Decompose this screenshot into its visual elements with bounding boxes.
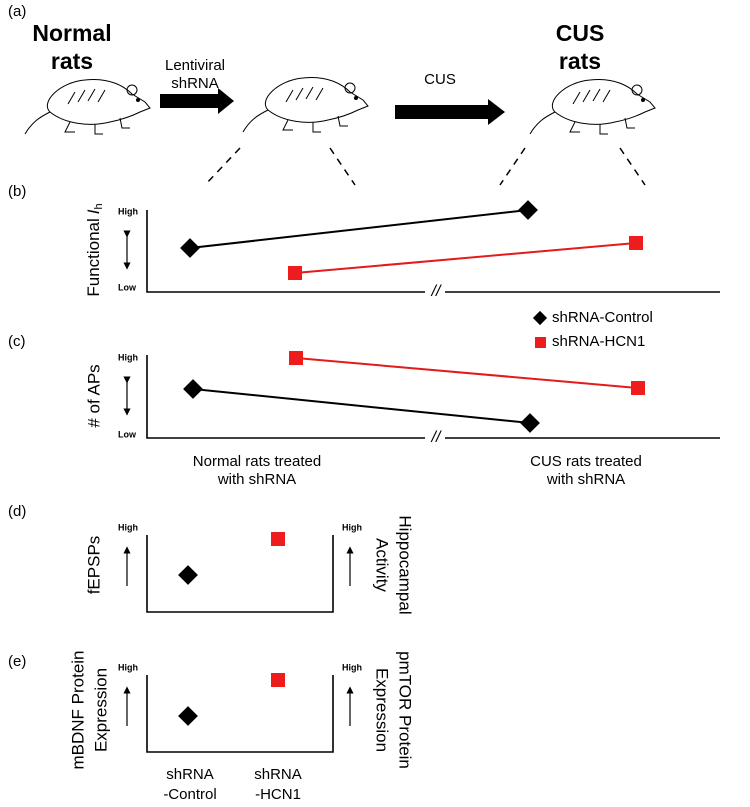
category-label: shRNA [254, 766, 302, 783]
high-label: High [342, 522, 362, 532]
x-label: with shRNA [217, 471, 296, 488]
zoom-lines [204, 147, 646, 186]
y-axis-label: # of APs [84, 364, 103, 427]
low-label: Low [118, 429, 137, 439]
hcn1-line [295, 357, 639, 389]
arrow-label: Lentiviral [165, 57, 225, 74]
y-axis-label: Expression [91, 668, 110, 752]
panel-label: (b) [8, 183, 26, 200]
square [631, 381, 645, 395]
rat-icon [242, 76, 369, 133]
y2-axis-label: Hippocampal [396, 515, 415, 614]
high-label: High [118, 522, 138, 532]
x-label: Normal rats treated [193, 453, 321, 470]
legend-label: shRNA-Control [552, 309, 653, 326]
high-label: High [118, 352, 138, 362]
y-label-italic: I [84, 209, 103, 214]
legend-label: shRNA-HCN1 [552, 333, 645, 350]
axis-break: // [431, 429, 442, 446]
panel-label: (e) [8, 653, 26, 670]
y2-axis-label: pmTOR Protein [396, 651, 415, 769]
y-axis-label: fEPSPs [84, 536, 103, 595]
low-label: Low [118, 282, 137, 292]
x-label: CUS rats treated [530, 453, 642, 470]
square [289, 351, 303, 365]
rat-icon [529, 78, 656, 135]
rat-icon [24, 78, 151, 135]
legend-square [535, 337, 546, 348]
group-title: CUS [556, 20, 605, 46]
diamond [520, 413, 540, 433]
arrow-label: CUS [424, 71, 456, 88]
y-axis-label: mBDNF Protein [68, 650, 87, 769]
x-label: with shRNA [546, 471, 625, 488]
axis [146, 675, 334, 753]
panel-label: (c) [8, 333, 26, 350]
y2-axis-label: Expression [373, 668, 392, 752]
high-label: High [118, 662, 138, 672]
group-title: rats [559, 48, 601, 74]
category-label: shRNA [166, 766, 214, 783]
diamond [178, 706, 198, 726]
arrow [160, 88, 234, 114]
group-title: rats [51, 48, 93, 74]
y-axis-label: Functional Ih [84, 203, 104, 296]
diamond [180, 238, 200, 258]
high-label: High [118, 206, 138, 216]
y2-axis-label: Activity [373, 538, 392, 592]
y-label-text: Functional [84, 218, 103, 296]
axis [146, 355, 720, 439]
diamond [183, 379, 203, 399]
axis [146, 210, 720, 293]
axis-break: // [431, 283, 442, 300]
axis [146, 535, 334, 613]
category-label: -Control [163, 786, 216, 803]
panel-label: (a) [8, 3, 26, 20]
high-label: High [342, 662, 362, 672]
group-title: Normal [32, 20, 111, 46]
diamond [518, 200, 538, 220]
arrow-label: shRNA [171, 75, 219, 92]
hcn1-line [294, 242, 637, 274]
legend-diamond [532, 310, 548, 326]
y-label-sub: h [93, 203, 105, 209]
control-line [189, 209, 529, 249]
arrow [395, 99, 505, 125]
panel-label: (d) [8, 503, 26, 520]
square [288, 266, 302, 280]
square [271, 532, 285, 546]
control-line [192, 388, 531, 424]
square [629, 236, 643, 250]
category-label: -HCN1 [255, 786, 301, 803]
square [271, 673, 285, 687]
diamond [178, 565, 198, 585]
